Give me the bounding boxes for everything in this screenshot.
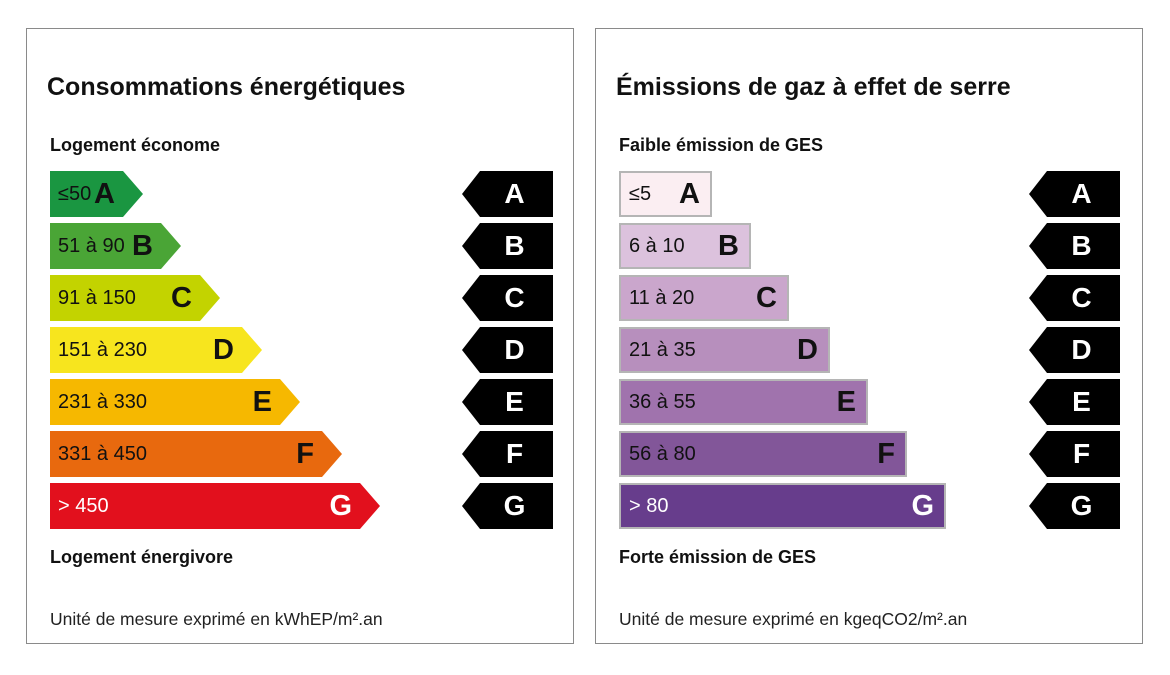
energy-unit: Unité de mesure exprimé en kWhEP/m².an: [50, 609, 383, 629]
class-letter: D: [213, 333, 234, 366]
energy-panel: Consommations énergétiques Logement écon…: [26, 28, 574, 644]
energy-bottom-label: Logement énergivore: [50, 547, 234, 567]
class-range: > 80: [629, 494, 669, 517]
ges-class-bar-c: 11 à 20 C: [619, 275, 789, 321]
energy-class-bar-d: 151 à 230 D: [50, 327, 262, 373]
energy-class-bar-c: 91 à 150 C: [50, 275, 220, 321]
class-letter: E: [836, 385, 856, 418]
class-range: 231 à 330: [58, 390, 147, 413]
class-range: 56 à 80: [629, 442, 696, 465]
ges-bottom-label: Forte émission de GES: [619, 547, 817, 567]
class-range: 51 à 90: [58, 234, 125, 257]
ges-indicator-arrow-b: B: [1029, 223, 1120, 269]
energy-indicator-arrow-g: G: [462, 483, 553, 529]
ges-class-bar-d: 21 à 35 D: [619, 327, 830, 373]
class-letter: A: [679, 177, 700, 210]
ges-class-bar-a: ≤5 A: [619, 171, 712, 217]
class-letter: D: [797, 333, 818, 366]
class-range: 36 à 55: [629, 390, 696, 413]
class-range: 11 à 20: [629, 286, 695, 309]
class-range: 6 à 10: [629, 234, 685, 257]
energy-indicator-arrow-c: C: [462, 275, 553, 321]
ges-class-bar-b: 6 à 10 B: [619, 223, 751, 269]
energy-class-bar-f: 331 à 450 F: [50, 431, 342, 477]
energy-class-bar-e: 231 à 330 E: [50, 379, 300, 425]
class-letter: F: [877, 437, 895, 470]
energy-indicator-arrow-d: D: [462, 327, 553, 373]
ges-indicator-arrow-e: E: [1029, 379, 1120, 425]
ges-indicator-arrow-a: A: [1029, 171, 1120, 217]
energy-title: Consommations énergétiques: [47, 73, 406, 101]
ges-indicator-arrow-g: G: [1029, 483, 1120, 529]
class-letter: C: [171, 281, 192, 314]
energy-class-bar-b: 51 à 90 B: [50, 223, 181, 269]
class-letter: A: [94, 177, 115, 210]
class-range: ≤5: [629, 182, 652, 205]
ges-indicator-arrow-c: C: [1029, 275, 1120, 321]
class-letter: F: [296, 437, 314, 470]
class-letter: E: [252, 385, 272, 418]
energy-indicator-arrow-a: A: [462, 171, 553, 217]
class-range: > 450: [58, 494, 109, 517]
energy-indicator-arrow-e: E: [462, 379, 553, 425]
class-range: 331 à 450: [58, 442, 147, 465]
class-range: 21 à 35: [629, 338, 696, 361]
energy-top-label: Logement économe: [50, 135, 221, 155]
ges-class-bar-g: > 80 G: [619, 483, 946, 529]
ges-top-label: Faible émission de GES: [619, 135, 824, 155]
ges-title: Émissions de gaz à effet de serre: [616, 73, 1011, 101]
class-letter: C: [756, 281, 777, 314]
energy-indicator-arrow-b: B: [462, 223, 553, 269]
class-range: ≤50: [58, 182, 92, 205]
ges-indicator-arrow-d: D: [1029, 327, 1120, 373]
class-letter: G: [329, 489, 352, 522]
ges-unit: Unité de mesure exprimé en kgeqCO2/m².an: [619, 609, 968, 629]
energy-indicator-arrow-f: F: [462, 431, 553, 477]
energy-class-bar-a: ≤50 A: [50, 171, 143, 217]
energy-class-bar-g: > 450 G: [50, 483, 380, 529]
ges-panel: Émissions de gaz à effet de serre Faible…: [595, 28, 1143, 644]
class-range: 151 à 230: [58, 338, 147, 361]
class-range: 91 à 150: [58, 286, 136, 309]
ges-class-bar-f: 56 à 80 F: [619, 431, 907, 477]
ges-class-bar-e: 36 à 55 E: [619, 379, 868, 425]
ges-indicator-arrow-f: F: [1029, 431, 1120, 477]
class-letter: B: [132, 229, 153, 262]
class-letter: G: [911, 489, 934, 522]
class-letter: B: [718, 229, 739, 262]
